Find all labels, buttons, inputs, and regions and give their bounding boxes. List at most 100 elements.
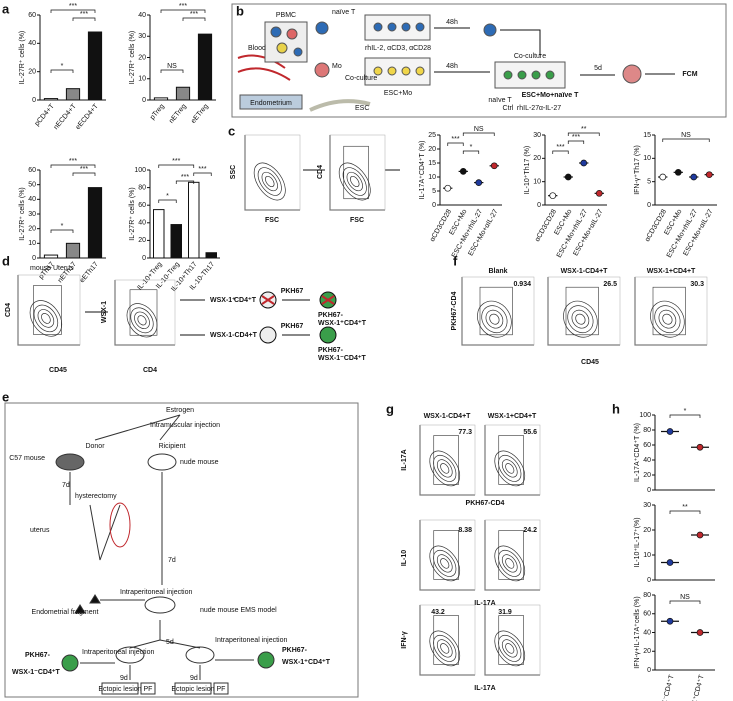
label: 26.5 xyxy=(603,281,617,288)
y-tick-label: 20 xyxy=(428,146,436,153)
label: mouse Uterus xyxy=(30,265,74,272)
label: 0.934 xyxy=(513,281,531,288)
flow-contour xyxy=(662,313,673,325)
mean-dot xyxy=(490,162,498,170)
flow-contour xyxy=(433,454,457,482)
y-tick-label: 0 xyxy=(647,577,651,584)
flow-contour xyxy=(261,171,278,192)
y-tick-label: 20 xyxy=(28,69,36,76)
label: PKH67- xyxy=(282,647,308,654)
label: PKH67 xyxy=(281,323,304,330)
mean-dot xyxy=(696,629,704,636)
flow-gate xyxy=(479,286,513,336)
x-tick-label: eECD4+T xyxy=(75,102,101,131)
flow-frame xyxy=(244,134,301,211)
flow-frame xyxy=(461,276,535,346)
x-tick-label: αCD3CD28 xyxy=(644,208,668,243)
panel-label: h xyxy=(612,401,620,416)
sig-label: * xyxy=(61,63,64,70)
y-tick-label: 20 xyxy=(643,527,651,534)
label: FSC xyxy=(350,217,364,224)
sig-bracket xyxy=(669,600,701,604)
y-tick-label: 20 xyxy=(138,54,146,61)
flow-contour xyxy=(137,315,147,326)
label: C57 mouse xyxy=(9,455,45,462)
label: WSX-1+CD4+T xyxy=(488,413,537,420)
label: CD4 xyxy=(317,165,324,179)
y-tick-label: 20 xyxy=(643,472,651,479)
panel-d-art xyxy=(85,169,400,344)
flow-contour xyxy=(440,558,450,569)
label: WSX-1⁻CD4⁺T xyxy=(12,669,61,676)
flow-gate xyxy=(433,435,459,485)
flow-gate xyxy=(129,289,158,336)
sig-bracket xyxy=(175,180,195,184)
label: CD45 xyxy=(581,359,599,366)
x-tick-label: eETh17 xyxy=(79,261,100,284)
y-tick-label: 60 xyxy=(643,611,651,618)
sig-bracket xyxy=(567,132,600,136)
flow-contour xyxy=(571,309,590,329)
x-tick-label: pCD4+T xyxy=(34,102,57,127)
sig-bracket xyxy=(72,172,96,176)
flow-contour xyxy=(489,313,500,325)
sig-label: NS xyxy=(681,132,691,139)
flow-contour xyxy=(265,175,275,188)
panel-e-frame xyxy=(4,402,359,698)
mean-dot xyxy=(444,184,452,192)
label: IL-17A xyxy=(474,600,495,607)
y-tick-label: 5 xyxy=(432,188,436,195)
sig-label: *** xyxy=(572,134,580,141)
label: 5d xyxy=(166,639,174,646)
y-tick-label: 60 xyxy=(28,167,36,174)
y-tick-label: 100 xyxy=(639,412,651,419)
bar xyxy=(197,33,213,101)
panel-label: c xyxy=(228,123,235,138)
label: WSX-1 xyxy=(101,301,108,323)
label: hysterectomy xyxy=(75,493,117,500)
flow-contour xyxy=(134,311,150,330)
bar xyxy=(175,86,191,101)
label: Intramuscular injection xyxy=(150,422,220,429)
y-axis-label: IL-27R⁺ cells (%) xyxy=(19,31,26,84)
flow-contour xyxy=(575,313,586,325)
flow-contour xyxy=(350,175,360,188)
panel-label: e xyxy=(2,389,9,404)
y-tick-label: 0 xyxy=(647,202,651,209)
label: naïve T xyxy=(332,9,356,16)
flow-gate xyxy=(498,530,524,580)
label: α-IL-27 xyxy=(539,105,561,112)
label: Estrogen xyxy=(166,407,194,414)
label: CD4 xyxy=(5,303,12,317)
sig-label: *** xyxy=(556,144,564,151)
flow-contour xyxy=(505,558,515,569)
bar xyxy=(153,209,165,259)
flow-contour xyxy=(485,309,504,329)
x-tick-label: ESC+Mo+αIL-27 xyxy=(572,208,604,257)
label: SSC xyxy=(230,165,237,179)
label: 55.6 xyxy=(523,429,537,436)
label: PKH67-CD4 xyxy=(451,291,458,330)
label: 43.2 xyxy=(431,609,445,616)
y-axis-label: IFN-γ⁺Th17 (%) xyxy=(634,145,641,195)
bar xyxy=(43,98,59,101)
flow-contour xyxy=(498,549,522,577)
y-tick-label: 25 xyxy=(428,132,436,139)
flow-frame xyxy=(419,424,476,496)
sig-label: ** xyxy=(581,126,587,133)
flow-contour xyxy=(498,634,522,662)
flow-contour xyxy=(498,454,522,482)
x-tick-label: nETreg xyxy=(168,103,188,125)
label: uterus xyxy=(30,527,50,534)
flow-gate xyxy=(433,615,459,665)
sig-bracket xyxy=(50,69,74,73)
label: Intraperitoneal injection xyxy=(82,649,154,656)
y-tick-label: 20 xyxy=(643,648,651,655)
flow-contour xyxy=(346,171,363,192)
bar xyxy=(188,181,200,259)
flow-frame xyxy=(547,276,621,346)
y-tick-label: 30 xyxy=(28,211,36,218)
flow-contour xyxy=(501,459,518,478)
sig-label: NS xyxy=(474,126,484,133)
y-tick-label: 10 xyxy=(643,155,651,162)
